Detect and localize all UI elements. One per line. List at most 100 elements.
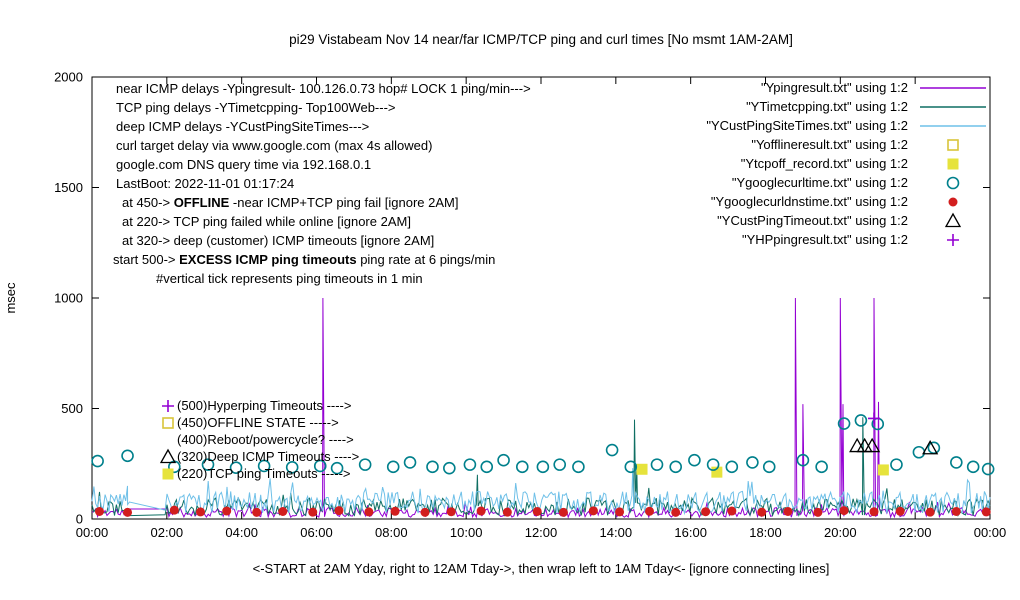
triangle-open-marker [864,437,881,453]
circle-open-marker [605,443,619,457]
circle-filled-marker [615,507,625,517]
circle-filled-marker [252,507,262,517]
circle-open-marker [650,458,664,471]
circle-open-marker [553,458,567,471]
square-open-marker [947,139,959,151]
circle-filled-marker [222,506,232,516]
circle-filled-marker [558,507,568,517]
legend-label: "Ypingresult.txt" using 1:2 [761,80,908,95]
circle-open-marker [91,454,104,468]
circle-filled-marker [446,507,456,517]
circle-open-marker [201,458,215,471]
legend-label: "Yofflineresult.txt" using 1:2 [751,137,908,152]
y-tick-label: 1500 [54,180,83,195]
info-annotation-line: curl target delay via www.google.com (ma… [116,138,432,153]
circle-open-marker [837,417,851,430]
info-annotation-line: start 500-> EXCESS ICMP ping timeouts pi… [113,252,495,267]
legend-label: "YTimetcpping.txt" using 1:2 [746,99,908,114]
series-scatter [849,437,939,455]
x-tick-label: 12:00 [525,525,558,540]
circle-open-marker [358,458,372,471]
plus-marker [947,234,959,246]
legend-label: "Ytcpoff_record.txt" using 1:2 [741,156,908,171]
circle-open-marker [443,461,456,475]
square-filled-marker [711,466,723,478]
x-tick-label: 06:00 [300,525,333,540]
x-tick-label: 14:00 [600,525,633,540]
circle-filled-marker [532,506,542,516]
circle-open-marker [572,460,585,474]
circle-filled-marker [278,506,288,516]
triangle-open-marker [849,437,866,453]
y-tick-label: 500 [61,401,83,416]
circle-open-marker [912,445,926,459]
x-tick-label: 16:00 [674,525,707,540]
circle-filled-marker [895,506,905,516]
circle-filled-marker [390,506,400,516]
circle-open-marker [497,453,510,467]
square-filled-marker [636,463,648,475]
circle-open-marker [966,460,980,474]
legend-label: "Ygooglecurldnstime.txt" using 1:2 [711,194,908,209]
square-filled-marker [947,158,959,170]
circle-filled-marker [123,507,133,517]
circle-open-marker [330,461,344,475]
series-scatter [91,414,995,476]
info-annotation-line: TCP ping delays -YTimetcpping- Top100Web… [116,100,396,115]
circle-filled-marker [701,507,711,517]
circle-filled-marker [813,507,823,517]
info-annotation-line: near ICMP delays -Ypingresult- 100.126.0… [116,81,531,96]
circle-filled-marker [671,507,681,517]
circle-open-marker [796,453,810,467]
circle-open-marker [981,462,995,476]
x-tick-label: 22:00 [899,525,932,540]
series-scatter [94,505,991,517]
data-series-layer [91,297,995,519]
plus-marker [868,412,881,425]
info-annotation-line: #vertical tick represents ping timeouts … [156,271,423,286]
chart-title: pi29 Vistabeam Nov 14 near/far ICMP/TCP … [289,32,793,47]
info-annotation-line: at 320-> deep (customer) ICMP timeouts [… [122,233,434,248]
level-annotation-line: (220)TCP ping Timeouts -----> [177,466,351,481]
circle-filled-marker [645,506,655,516]
circle-open-marker [386,460,400,474]
annotations-layer: near ICMP delays -Ypingresult- 100.126.0… [113,81,531,481]
circle-open-marker [229,461,243,475]
circle-filled-marker [420,507,430,517]
series-scatter [636,463,889,478]
circle-filled-marker [502,507,512,517]
legend-label: "Ygooglecurltime.txt" using 1:2 [732,175,908,190]
level-annotation-line: (400)Reboot/powercycle? ----> [177,432,354,447]
triangle-open-marker [944,212,962,228]
circle-filled-marker [169,505,179,515]
circle-filled-marker [476,506,486,516]
circle-filled-marker [364,507,374,517]
circle-open-marker [515,460,529,474]
info-annotation-line: google.com DNS query time via 192.168.0.… [116,157,371,172]
circle-filled-marker [727,506,737,516]
level-annotation-line: (500)Hyperping Timeouts ----> [177,398,351,413]
circle-filled-marker [757,507,767,517]
legend: "Ypingresult.txt" using 1:2 "YTimetcpping… [706,80,986,247]
x-tick-label: 00:00 [76,525,109,540]
series-scatter [868,412,881,425]
info-annotation-line: LastBoot: 2022-11-01 01:17:24 [116,176,294,191]
circle-open-marker [950,456,963,469]
legend-label: "YCustPingSiteTimes.txt" using 1:2 [706,118,908,133]
x-tick-label: 20:00 [824,525,857,540]
info-annotation-line: at 450-> OFFLINE -near ICMP+TCP ping fai… [122,195,458,210]
square-filled-marker [877,464,889,476]
circle-filled-marker [981,507,991,517]
circle-filled-marker [925,507,935,517]
legend-label: "YCustPingTimeout.txt" using 1:2 [717,213,908,228]
circle-open-marker [688,453,701,467]
circle-filled-marker [948,197,958,207]
circle-open-marker [706,458,720,471]
circle-open-marker [890,458,903,471]
square-filled-marker [162,468,174,480]
circle-filled-marker [94,506,104,516]
circle-open-marker [815,460,828,474]
circle-open-marker [257,459,271,473]
